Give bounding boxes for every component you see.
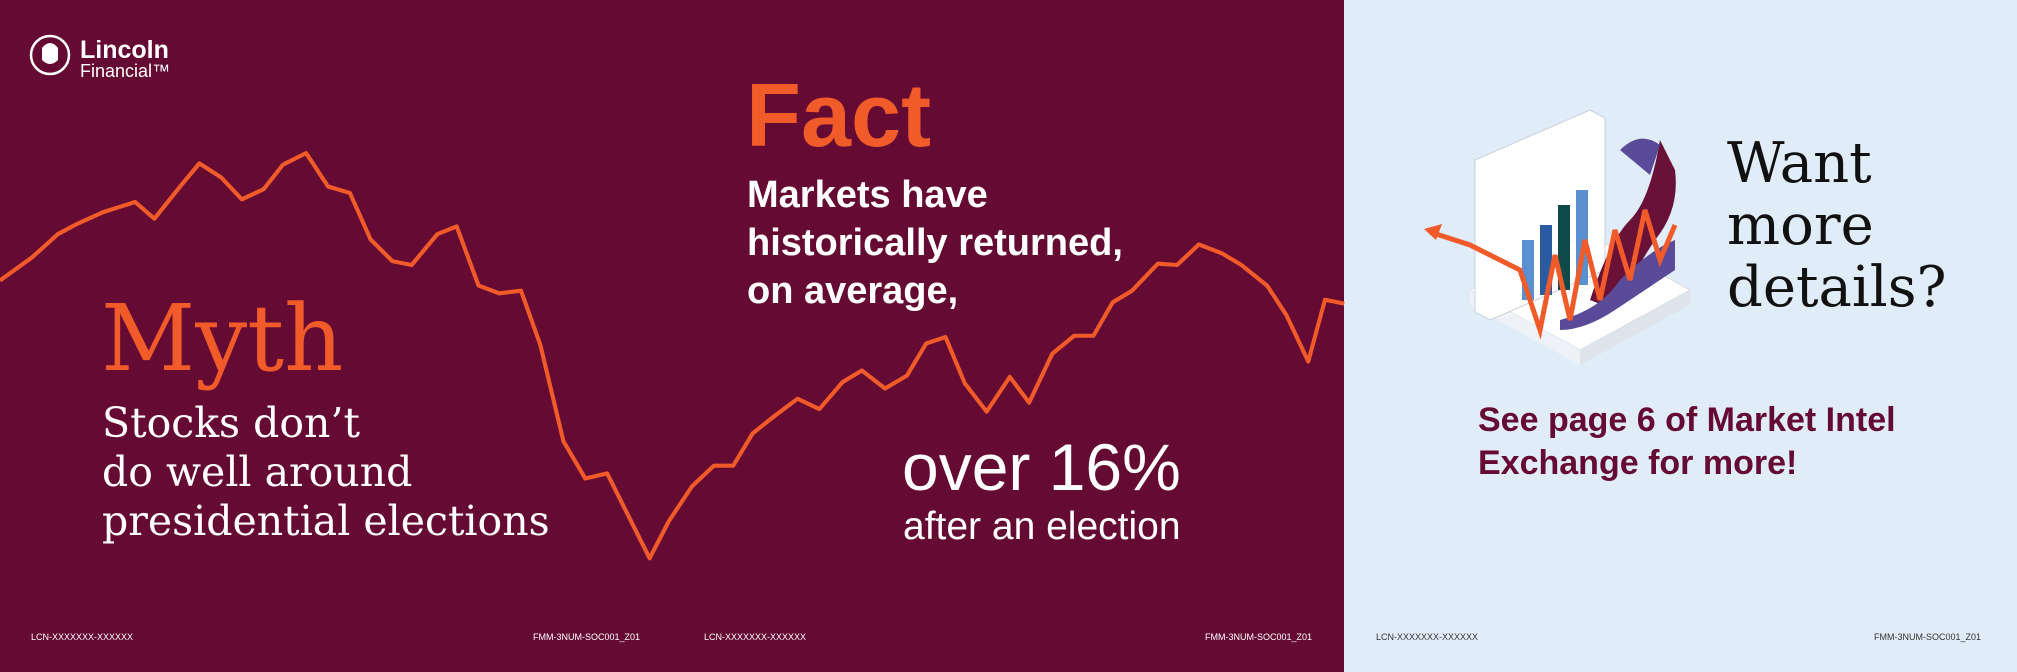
fact-line: historically returned, — [747, 222, 1123, 264]
job-code: LCN-XXXXXXX-XXXXXX — [1376, 632, 1478, 642]
job-code: FMM-3NUM-SOC001_Z01 — [1205, 632, 1312, 642]
logo-name: Lincoln — [80, 36, 169, 64]
cta-text: See page 6 of Market Intel — [1478, 401, 1896, 439]
cta-heading: Want — [1727, 131, 1872, 196]
myth-line: Stocks don’t — [102, 399, 360, 447]
right-panel — [1344, 0, 2017, 672]
fact-stat: over 16% — [902, 430, 1181, 504]
job-code: FMM-3NUM-SOC001_Z01 — [1874, 632, 1981, 642]
myth-line: presidential elections — [102, 497, 550, 545]
chart-illustration — [1424, 109, 1692, 365]
cta-heading: more — [1727, 193, 1874, 258]
myth-title: Myth — [101, 285, 343, 392]
logo-face — [42, 43, 58, 64]
fact-line: on average, — [747, 270, 958, 312]
logo: Lincoln Financial™ — [29, 34, 170, 81]
cta-text: Exchange for more! — [1478, 444, 1797, 482]
market-line — [0, 151, 1345, 561]
myth-line: do well around — [102, 448, 412, 496]
job-code: LCN-XXXXXXX-XXXXXX — [704, 632, 806, 642]
fact-stat-note: after an election — [903, 505, 1181, 548]
logo-icon — [29, 34, 71, 76]
job-code: LCN-XXXXXXX-XXXXXX — [31, 632, 133, 642]
logo-sub: Financial™ — [80, 61, 170, 81]
job-code: FMM-3NUM-SOC001_Z01 — [533, 632, 640, 642]
fact-title: Fact — [746, 66, 931, 166]
cta-heading: details? — [1727, 255, 1946, 320]
fact-line: Markets have — [747, 174, 988, 216]
left-panel — [0, 0, 1344, 672]
